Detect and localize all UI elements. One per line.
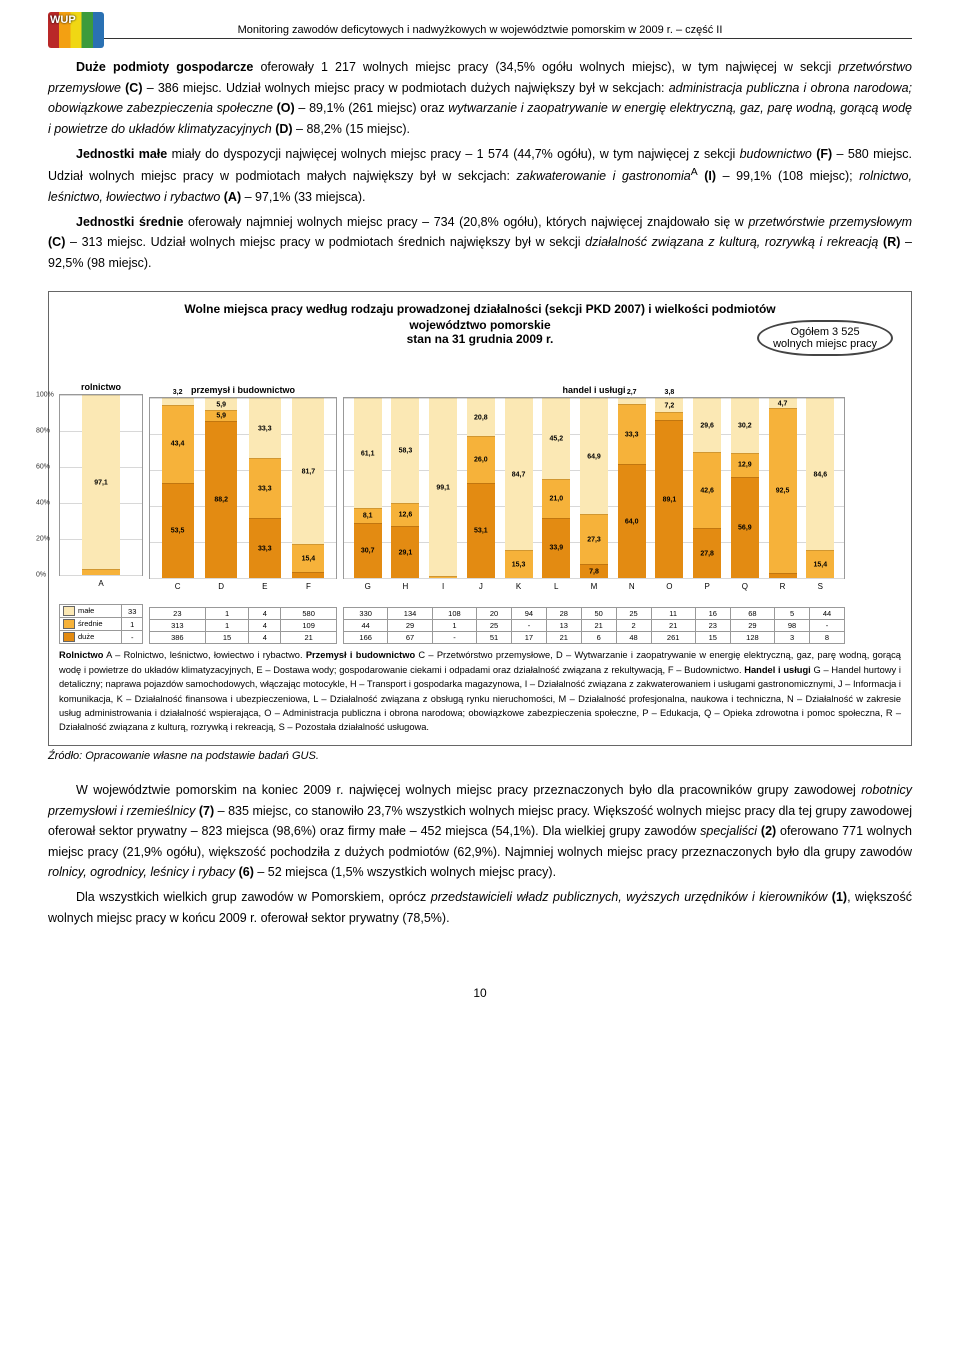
mini-chart: handel i usługi61,18,130,7G58,312,629,1H… (343, 385, 845, 644)
paragraph-1: Duże podmioty gospodarcze oferowały 1 21… (48, 57, 912, 140)
txt: – 313 miejsc. Udział wolnych miejsc prac… (65, 235, 585, 249)
header-title: Monitoring zawodów deficytowych i nadwyż… (48, 24, 912, 36)
txt: – 386 miejsc. Udział wolnych miejsc prac… (143, 81, 669, 95)
txt: – 99,1% (108 miejsc); (716, 169, 859, 183)
sup: A (691, 167, 698, 178)
txt: (A) (224, 190, 241, 204)
chart-source: Źródło: Opracowanie własne na podstawie … (48, 750, 912, 762)
badge-line1: Ogółem 3 525 (773, 326, 877, 338)
txt: (O) (277, 101, 295, 115)
txt: przetwórstwie przemysłowym (748, 215, 912, 229)
txt: (F) (816, 147, 832, 161)
txt: Jednostki średnie (76, 215, 188, 229)
mini-chart: przemysł i budownictwo43,453,53,2C5,95,9… (149, 385, 337, 644)
chart-title: Wolne miejsca pracy według rodzaju prowa… (59, 302, 901, 316)
total-badge: Ogółem 3 525 wolnych miejsc pracy (757, 320, 893, 356)
txt: oferowały najmniej wolnych miejsc pracy … (188, 215, 748, 229)
mini-chart: rolnictwo0%20%40%60%80%100%97,1Amałe33śr… (59, 382, 143, 644)
txt: miały do dyspozycji najwięcej wolnych mi… (172, 147, 740, 161)
page-number: 10 (48, 986, 912, 1000)
logo-text: WUP (50, 14, 76, 26)
txt: – 88,2% (15 miejsc). (293, 122, 410, 136)
mini-charts: rolnictwo0%20%40%60%80%100%97,1Amałe33śr… (59, 382, 901, 644)
txt: (R) (883, 235, 900, 249)
paragraph-5: Dla wszystkich wielkich grup zawodów w P… (48, 887, 912, 928)
txt: oferowały 1 217 wolnych miejsc pracy (34… (260, 60, 838, 74)
paragraph-3: Jednostki średnie oferowały najmniej wol… (48, 212, 912, 274)
badge-line2: wolnych miejsc pracy (773, 338, 877, 350)
txt: Jednostki małe (76, 147, 172, 161)
txt: W województwie pomorskim na koniec 2009 … (48, 783, 912, 880)
txt: – 97,1% (33 miejsca). (241, 190, 365, 204)
txt: Dla wszystkich wielkich grup zawodów w P… (48, 890, 912, 925)
wup-logo: WUP (48, 12, 104, 48)
txt: budownictwo (740, 147, 817, 161)
txt: działalność związana z kulturą, rozrywką… (585, 235, 883, 249)
paragraph-4: W województwie pomorskim na koniec 2009 … (48, 780, 912, 883)
page: WUP Monitoring zawodów deficytowych i na… (0, 0, 960, 1040)
txt: (C) (125, 81, 142, 95)
txt: (D) (275, 122, 292, 136)
chart-footnote: Rolnictwo A – Rolnictwo, leśnictwo, łowi… (59, 648, 901, 734)
fn: Rolnictwo A – Rolnictwo, leśnictwo, łowi… (59, 650, 901, 732)
page-header: WUP Monitoring zawodów deficytowych i na… (48, 24, 912, 39)
txt: zakwaterowanie i gastronomia (517, 169, 691, 183)
txt: – 89,1% (261 miejsc) oraz (295, 101, 449, 115)
txt: Duże podmioty gospodarcze (76, 60, 260, 74)
paragraph-2: Jednostki małe miały do dyspozycji najwi… (48, 144, 912, 208)
txt: (C) (48, 235, 65, 249)
chart-container: Wolne miejsca pracy według rodzaju prowa… (48, 291, 912, 745)
txt: (I) (704, 169, 716, 183)
